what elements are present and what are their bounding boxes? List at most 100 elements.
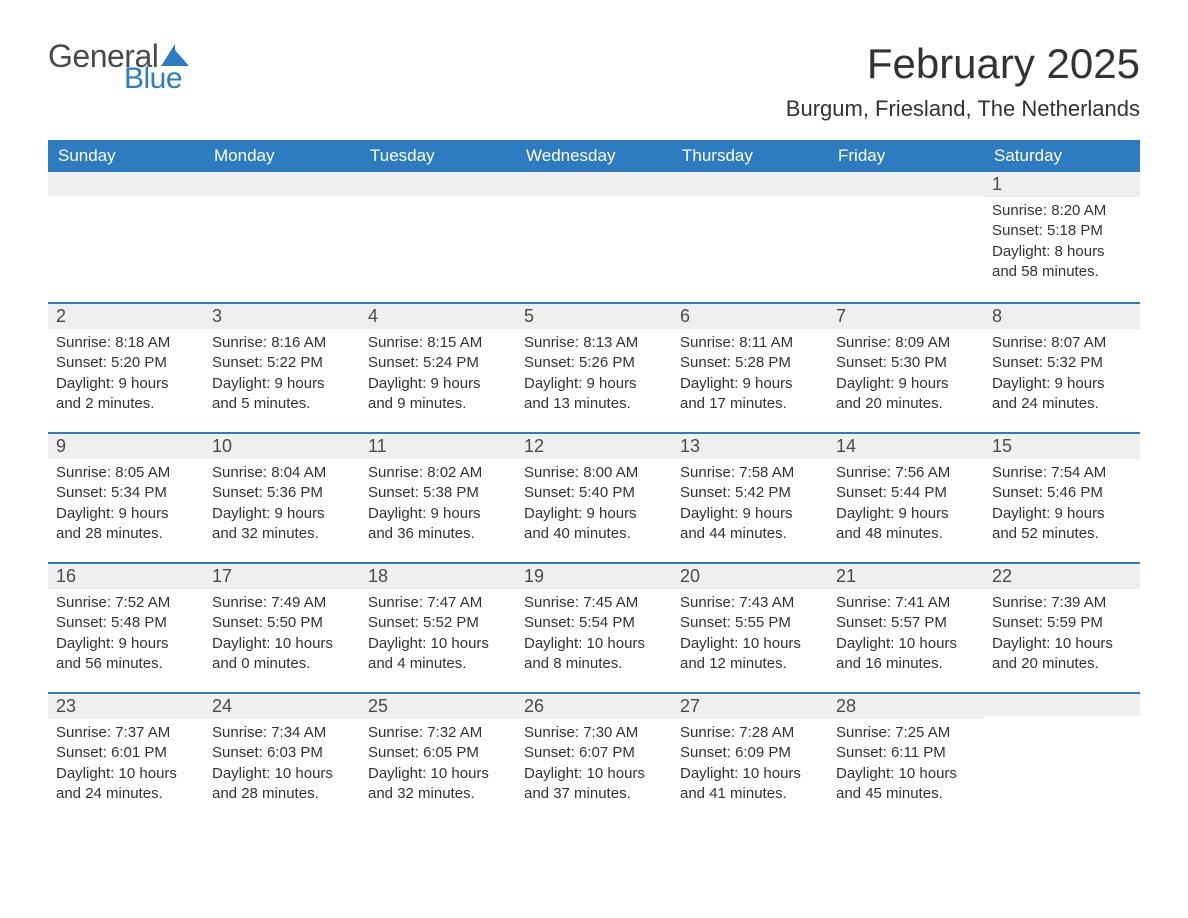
day-sunrise: Sunrise: 7:32 AM	[368, 723, 508, 743]
day-dl2: and 20 minutes.	[836, 394, 976, 414]
day-dl2: and 28 minutes.	[212, 784, 352, 804]
day-sunset: Sunset: 5:22 PM	[212, 353, 352, 373]
day-dl1: Daylight: 9 hours	[56, 504, 196, 524]
day-sunrise: Sunrise: 8:11 AM	[680, 333, 820, 353]
day-dl2: and 45 minutes.	[836, 784, 976, 804]
day-sunrise: Sunrise: 7:28 AM	[680, 723, 820, 743]
calendar-cell: 16Sunrise: 7:52 AMSunset: 5:48 PMDayligh…	[48, 562, 204, 692]
day-content: Sunrise: 8:04 AMSunset: 5:36 PMDaylight:…	[204, 459, 360, 552]
calendar-cell: 23Sunrise: 7:37 AMSunset: 6:01 PMDayligh…	[48, 692, 204, 822]
day-dl2: and 58 minutes.	[992, 262, 1132, 282]
day-number: 21	[828, 562, 984, 589]
day-number: 28	[828, 692, 984, 719]
day-dl1: Daylight: 8 hours	[992, 242, 1132, 262]
weekday-header: Wednesday	[516, 140, 672, 172]
day-sunrise: Sunrise: 7:45 AM	[524, 593, 664, 613]
day-number: 2	[48, 302, 204, 329]
calendar-cell: 10Sunrise: 8:04 AMSunset: 5:36 PMDayligh…	[204, 432, 360, 562]
day-sunrise: Sunrise: 8:16 AM	[212, 333, 352, 353]
day-sunrise: Sunrise: 8:18 AM	[56, 333, 196, 353]
calendar-cell: 25Sunrise: 7:32 AMSunset: 6:05 PMDayligh…	[360, 692, 516, 822]
day-number: 18	[360, 562, 516, 589]
day-dl2: and 12 minutes.	[680, 654, 820, 674]
day-dl1: Daylight: 10 hours	[836, 634, 976, 654]
calendar-cell: 14Sunrise: 7:56 AMSunset: 5:44 PMDayligh…	[828, 432, 984, 562]
day-sunset: Sunset: 6:11 PM	[836, 743, 976, 763]
calendar-cell	[48, 172, 204, 302]
day-sunrise: Sunrise: 7:56 AM	[836, 463, 976, 483]
day-dl1: Daylight: 10 hours	[56, 764, 196, 784]
day-sunset: Sunset: 5:55 PM	[680, 613, 820, 633]
day-number: 10	[204, 432, 360, 459]
calendar-cell: 2Sunrise: 8:18 AMSunset: 5:20 PMDaylight…	[48, 302, 204, 432]
day-number: 27	[672, 692, 828, 719]
day-number: 24	[204, 692, 360, 719]
day-sunrise: Sunrise: 8:02 AM	[368, 463, 508, 483]
day-content: Sunrise: 8:15 AMSunset: 5:24 PMDaylight:…	[360, 329, 516, 422]
day-content: Sunrise: 8:05 AMSunset: 5:34 PMDaylight:…	[48, 459, 204, 552]
day-number: 14	[828, 432, 984, 459]
day-sunset: Sunset: 6:03 PM	[212, 743, 352, 763]
day-dl2: and 0 minutes.	[212, 654, 352, 674]
day-content: Sunrise: 7:41 AMSunset: 5:57 PMDaylight:…	[828, 589, 984, 682]
day-number: 22	[984, 562, 1140, 589]
calendar-cell: 22Sunrise: 7:39 AMSunset: 5:59 PMDayligh…	[984, 562, 1140, 692]
day-sunset: Sunset: 6:01 PM	[56, 743, 196, 763]
day-content: Sunrise: 7:43 AMSunset: 5:55 PMDaylight:…	[672, 589, 828, 682]
day-dl1: Daylight: 9 hours	[368, 504, 508, 524]
day-dl2: and 36 minutes.	[368, 524, 508, 544]
day-sunset: Sunset: 5:32 PM	[992, 353, 1132, 373]
day-dl1: Daylight: 10 hours	[524, 764, 664, 784]
day-number: 1	[984, 172, 1140, 197]
day-dl2: and 24 minutes.	[56, 784, 196, 804]
day-dl2: and 5 minutes.	[212, 394, 352, 414]
calendar-thead: SundayMondayTuesdayWednesdayThursdayFrid…	[48, 140, 1140, 172]
day-content: Sunrise: 7:58 AMSunset: 5:42 PMDaylight:…	[672, 459, 828, 552]
day-dl1: Daylight: 10 hours	[680, 764, 820, 784]
day-dl1: Daylight: 10 hours	[212, 764, 352, 784]
weekday-header: Sunday	[48, 140, 204, 172]
day-sunset: Sunset: 5:24 PM	[368, 353, 508, 373]
calendar-cell: 24Sunrise: 7:34 AMSunset: 6:03 PMDayligh…	[204, 692, 360, 822]
day-dl2: and 41 minutes.	[680, 784, 820, 804]
day-dl2: and 8 minutes.	[524, 654, 664, 674]
logo-text-blue: Blue	[124, 64, 189, 94]
calendar-cell: 5Sunrise: 8:13 AMSunset: 5:26 PMDaylight…	[516, 302, 672, 432]
day-content: Sunrise: 7:39 AMSunset: 5:59 PMDaylight:…	[984, 589, 1140, 682]
empty-day-header	[48, 172, 204, 196]
day-dl2: and 52 minutes.	[992, 524, 1132, 544]
day-sunset: Sunset: 5:54 PM	[524, 613, 664, 633]
day-dl2: and 24 minutes.	[992, 394, 1132, 414]
calendar-cell: 11Sunrise: 8:02 AMSunset: 5:38 PMDayligh…	[360, 432, 516, 562]
day-number: 26	[516, 692, 672, 719]
day-sunset: Sunset: 5:30 PM	[836, 353, 976, 373]
day-dl2: and 9 minutes.	[368, 394, 508, 414]
day-sunset: Sunset: 6:05 PM	[368, 743, 508, 763]
day-sunrise: Sunrise: 8:00 AM	[524, 463, 664, 483]
day-dl1: Daylight: 10 hours	[368, 764, 508, 784]
day-sunset: Sunset: 5:20 PM	[56, 353, 196, 373]
day-sunrise: Sunrise: 8:07 AM	[992, 333, 1132, 353]
day-sunset: Sunset: 5:59 PM	[992, 613, 1132, 633]
day-content: Sunrise: 7:34 AMSunset: 6:03 PMDaylight:…	[204, 719, 360, 812]
day-number: 9	[48, 432, 204, 459]
calendar-week-row: 1Sunrise: 8:20 AMSunset: 5:18 PMDaylight…	[48, 172, 1140, 302]
day-dl2: and 4 minutes.	[368, 654, 508, 674]
calendar-cell: 4Sunrise: 8:15 AMSunset: 5:24 PMDaylight…	[360, 302, 516, 432]
calendar-cell: 8Sunrise: 8:07 AMSunset: 5:32 PMDaylight…	[984, 302, 1140, 432]
day-sunset: Sunset: 5:46 PM	[992, 483, 1132, 503]
calendar-cell: 9Sunrise: 8:05 AMSunset: 5:34 PMDaylight…	[48, 432, 204, 562]
weekday-header: Thursday	[672, 140, 828, 172]
day-dl2: and 44 minutes.	[680, 524, 820, 544]
day-content: Sunrise: 8:00 AMSunset: 5:40 PMDaylight:…	[516, 459, 672, 552]
day-content: Sunrise: 7:28 AMSunset: 6:09 PMDaylight:…	[672, 719, 828, 812]
day-sunrise: Sunrise: 7:47 AM	[368, 593, 508, 613]
day-sunrise: Sunrise: 7:25 AM	[836, 723, 976, 743]
day-sunset: Sunset: 5:44 PM	[836, 483, 976, 503]
day-dl1: Daylight: 10 hours	[680, 634, 820, 654]
day-content: Sunrise: 7:45 AMSunset: 5:54 PMDaylight:…	[516, 589, 672, 682]
day-sunset: Sunset: 5:18 PM	[992, 221, 1132, 241]
weekday-header: Tuesday	[360, 140, 516, 172]
day-number: 19	[516, 562, 672, 589]
day-dl1: Daylight: 9 hours	[680, 374, 820, 394]
